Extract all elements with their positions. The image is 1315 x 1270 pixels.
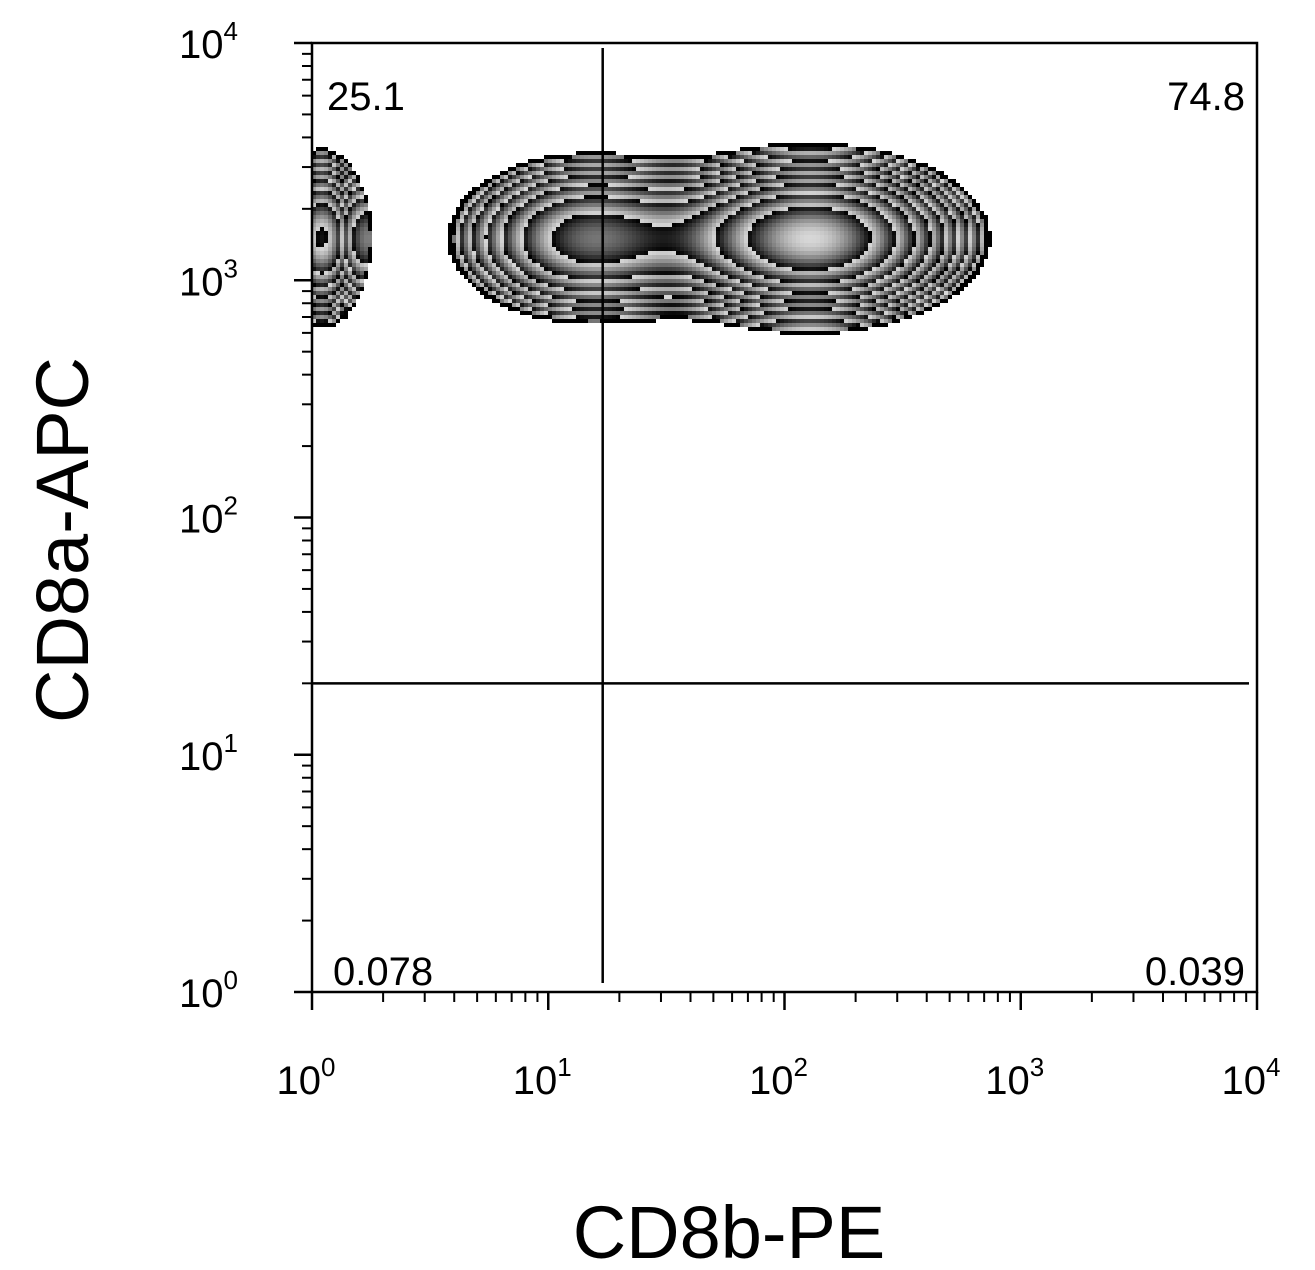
quadrant-label-upper-left: 25.1 [327,75,405,119]
density-contours [312,43,1260,995]
x-tick-label: 104 [1222,1052,1281,1103]
quadrant-label-lower-left: 0.078 [333,950,433,994]
quadrant-gates [312,48,1249,983]
y-tick-label: 104 [179,16,238,67]
quadrant-label-upper-right: 74.8 [1167,75,1245,119]
x-tick-label: 101 [513,1052,572,1103]
y-axis-title: CD8a-APC [21,357,104,723]
axes: 100 101 102 103 104 100 101 102 103 104 [179,16,1280,1103]
y-tick-label: 102 [179,491,238,542]
x-tick-label: 102 [749,1052,808,1103]
x-tick-label: 103 [985,1052,1044,1103]
x-tick-label: 100 [277,1052,336,1103]
quadrant-label-lower-right: 0.039 [1145,950,1245,994]
y-tick-label: 100 [179,965,238,1016]
y-tick-label: 101 [179,728,238,779]
labels: 25.1 74.8 0.078 0.039 CD8b-PE CD8a-APC [21,75,1245,1270]
x-axis-title: CD8b-PE [573,1191,886,1270]
y-tick-label: 103 [179,253,238,304]
density-image [312,43,1260,995]
